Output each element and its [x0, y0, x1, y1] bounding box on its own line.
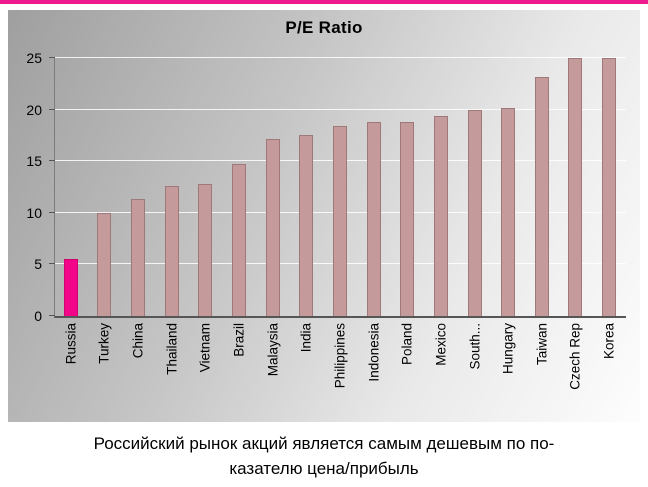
y-tick-label: 25	[26, 50, 42, 66]
x-label-cell: Indonesia	[357, 317, 391, 417]
bar-column	[256, 58, 290, 316]
x-label-cell: Czech Rep	[559, 317, 593, 417]
caption-line-1: Российский рынок акций является самым де…	[93, 434, 555, 453]
x-axis-label: Czech Rep	[567, 323, 583, 390]
bar-vietnam	[198, 183, 213, 316]
x-label-cell: South...	[458, 317, 492, 417]
bar-column	[88, 58, 122, 316]
bar-poland	[400, 121, 415, 316]
x-label-cell: Russia	[54, 317, 88, 417]
y-axis: 0 5 10 15 20 25	[8, 50, 52, 324]
bar-turkey	[97, 212, 112, 316]
x-axis-label: Malaysia	[265, 323, 281, 377]
x-label-cell: Mexico	[424, 317, 458, 417]
x-label-cell: Hungary	[491, 317, 525, 417]
bar-column	[390, 58, 424, 316]
bar-taiwan	[534, 76, 549, 316]
bar-indonesia	[366, 121, 381, 316]
x-label-cell: Taiwan	[525, 317, 559, 417]
pe-ratio-chart: P/E Ratio 0 5 10 15 20 25 Russia Turkey China Th…	[8, 10, 640, 422]
caption: Российский рынок акций является самым де…	[0, 432, 648, 481]
x-axis-label: Vietnam	[197, 323, 213, 373]
bar-south	[467, 109, 482, 316]
x-label-cell: Turkey	[88, 317, 122, 417]
x-axis-label: Mexico	[433, 323, 449, 366]
bar-column	[525, 58, 559, 316]
x-axis-label: Turkey	[96, 323, 112, 364]
x-axis-label: Thailand	[164, 323, 180, 375]
bar-column	[491, 58, 525, 316]
y-tick-mark	[49, 211, 55, 213]
bar-column	[357, 58, 391, 316]
bar-column	[189, 58, 223, 316]
x-label-cell: China	[121, 317, 155, 417]
y-tick-label: 15	[26, 153, 42, 170]
bar-india	[299, 135, 314, 316]
bar-column	[323, 58, 357, 316]
bar-column	[121, 58, 155, 316]
x-axis-label: Brazil	[231, 323, 247, 357]
y-tick-label: 5	[34, 256, 42, 273]
bar-philippines	[332, 126, 347, 316]
bar-brazil	[232, 164, 247, 316]
x-axis-label: China	[130, 323, 146, 359]
x-axis-label: Korea	[601, 323, 617, 360]
x-axis-label: Russia	[63, 323, 79, 365]
x-label-cell: Vietnam	[189, 317, 223, 417]
bar-column	[592, 58, 626, 316]
y-tick-label: 20	[26, 101, 42, 118]
x-axis-label: India	[298, 323, 314, 353]
bar-column	[222, 58, 256, 316]
x-axis-label: South...	[467, 323, 482, 370]
top-accent-rule	[0, 0, 648, 4]
chart-title: P/E Ratio	[285, 18, 363, 37]
bar-column	[424, 58, 458, 316]
bar-column	[289, 58, 323, 316]
bar-mexico	[433, 115, 448, 316]
bar-china	[131, 199, 146, 316]
bar-malaysia	[265, 138, 280, 316]
caption-line-2: казателю цена/прибыль	[229, 458, 419, 478]
x-axis-labels: Russia Turkey China Thailand Vietnam Brazil Ma…	[54, 317, 626, 417]
bar-column	[54, 58, 88, 316]
bar-column	[559, 58, 593, 316]
y-tick-mark	[49, 315, 55, 316]
bar-czech-rep	[568, 58, 583, 316]
x-label-cell: Poland	[390, 317, 424, 417]
gridline	[55, 108, 626, 110]
y-tick-label: 0	[34, 308, 42, 324]
bar-column	[155, 58, 189, 316]
x-label-cell: Thailand	[155, 317, 189, 417]
y-tick-mark	[49, 57, 55, 58]
y-tick-label: 10	[26, 204, 42, 221]
y-tick-mark	[49, 263, 55, 265]
x-axis-label: Indonesia	[366, 323, 382, 382]
bar-thailand	[164, 185, 179, 316]
y-tick-mark	[49, 160, 55, 162]
gridline	[55, 57, 626, 58]
bar-column	[458, 58, 492, 316]
x-label-cell: Philippines	[323, 317, 357, 417]
bar-hungary	[501, 107, 516, 316]
x-label-cell: Brazil	[222, 317, 256, 417]
x-axis-label: Poland	[399, 323, 415, 366]
bar-korea	[602, 58, 617, 316]
bars-layer	[54, 58, 626, 316]
x-label-cell: Korea	[592, 317, 626, 417]
x-label-cell: India	[289, 317, 323, 417]
x-axis-label: Taiwan	[534, 323, 550, 366]
y-tick-mark	[49, 108, 55, 110]
x-axis-label: Hungary	[500, 323, 516, 375]
x-label-cell: Malaysia	[256, 317, 290, 417]
bar-russia	[63, 259, 78, 316]
x-axis-label: Philippines	[332, 323, 348, 389]
